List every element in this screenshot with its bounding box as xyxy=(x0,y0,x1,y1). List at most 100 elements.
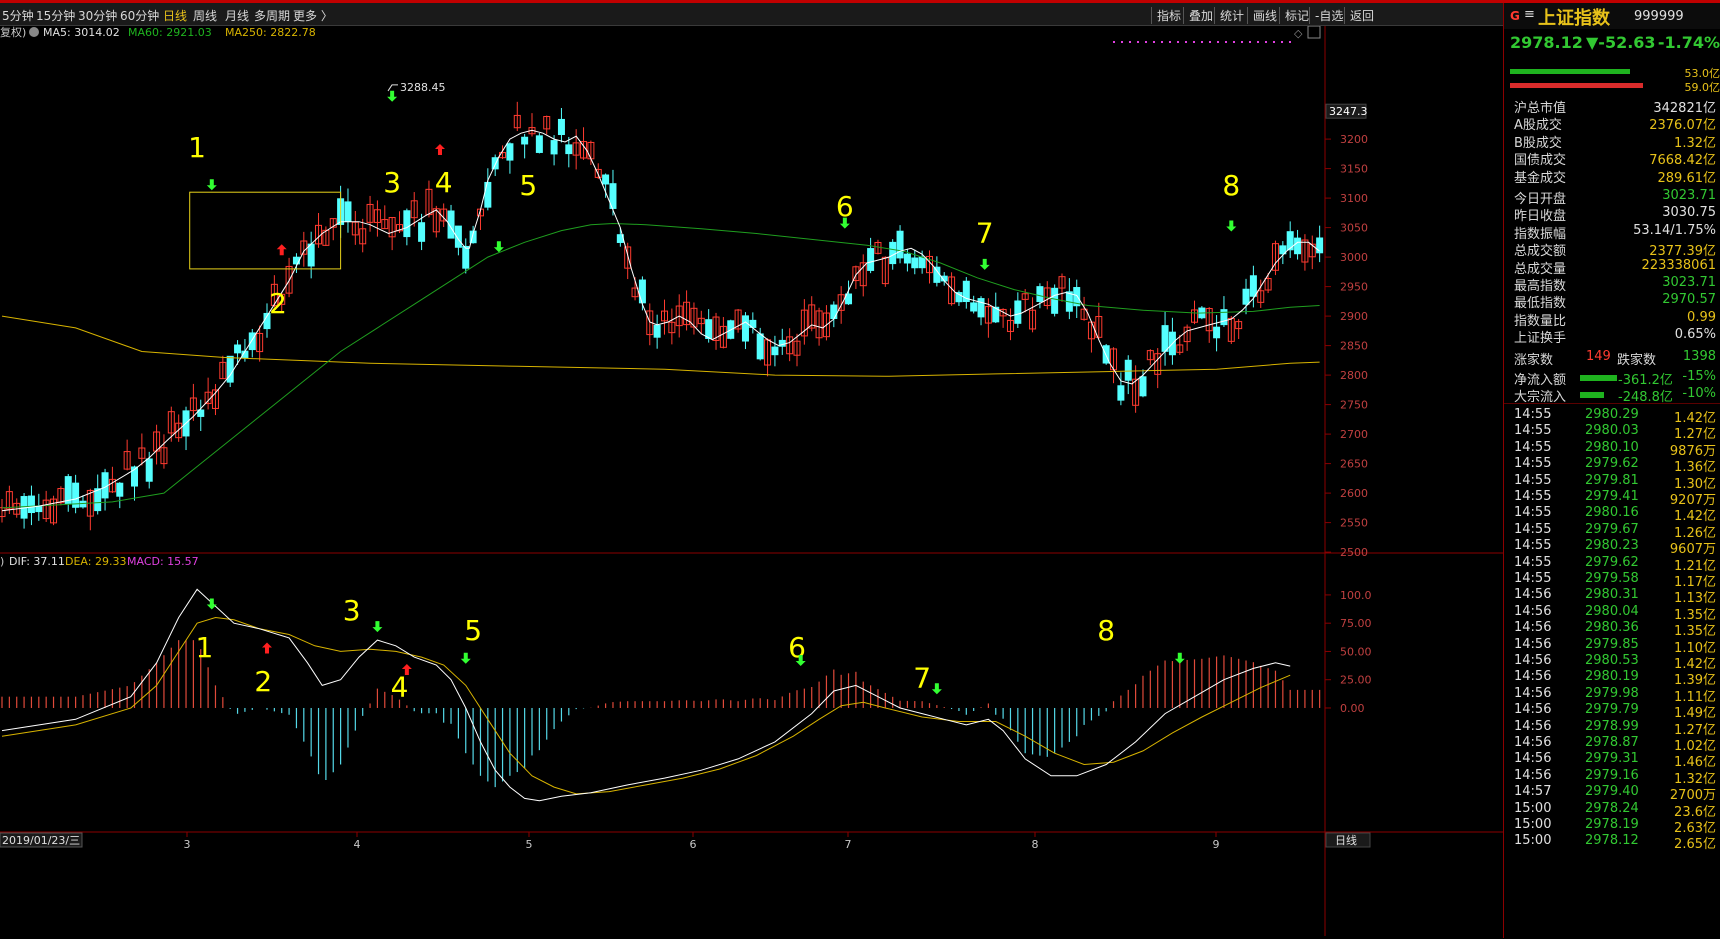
candle-body xyxy=(1250,276,1256,296)
tick-time: 14:55 xyxy=(1514,505,1551,520)
y-tick-label: 3000 xyxy=(1340,251,1368,264)
tick-time: 14:55 xyxy=(1514,555,1551,570)
period-tab-3[interactable]: 60分钟 xyxy=(120,7,159,24)
tool-button-1[interactable]: 叠加 xyxy=(1183,7,1213,24)
tick-price: 2980.04 xyxy=(1585,604,1639,619)
candle-body xyxy=(485,182,491,207)
period-tab-7[interactable]: 多周期 xyxy=(254,7,290,24)
candle-body xyxy=(742,316,748,341)
macd-y-tick-label: 0.00 xyxy=(1340,702,1365,715)
candle-body xyxy=(639,280,645,303)
dea-label: DEA: 29.33 xyxy=(65,555,126,568)
y-tick-label: 3150 xyxy=(1340,163,1368,176)
tick-price: 2980.10 xyxy=(1585,440,1639,455)
tick-price: 2979.81 xyxy=(1585,473,1639,488)
arrow-up-icon xyxy=(277,244,287,255)
x-tick-label: 6 xyxy=(690,838,697,851)
fall-value: 1398 xyxy=(1683,349,1716,364)
stat-label: 最高指数 xyxy=(1514,275,1566,294)
g-badge-icon[interactable]: G xyxy=(1510,9,1520,23)
annotation-label: 7 xyxy=(976,216,994,249)
tick-time: 14:55 xyxy=(1514,522,1551,537)
tick-price: 2980.19 xyxy=(1585,669,1639,684)
tick-price: 2980.23 xyxy=(1585,538,1639,553)
x-tick-label: 9 xyxy=(1213,838,1220,851)
candle-body xyxy=(757,334,763,359)
rise-label: 涨家数 xyxy=(1514,349,1553,368)
stat-value: 2376.07亿 xyxy=(1649,114,1716,133)
macd-y-tick-label: 50.00 xyxy=(1340,645,1372,658)
x-tick-label: 5 xyxy=(526,838,533,851)
bottom-period-tab[interactable]: 日线 xyxy=(1335,833,1357,847)
tick-price: 2979.41 xyxy=(1585,489,1639,504)
annotation-label: 4 xyxy=(435,166,453,199)
tick-time: 14:55 xyxy=(1514,489,1551,504)
period-tab-2[interactable]: 30分钟 xyxy=(78,7,117,24)
flow-row: 大宗流入-248.8亿-10% xyxy=(1510,386,1716,404)
index-code: 999999 xyxy=(1634,9,1684,24)
candle-body xyxy=(117,483,123,496)
period-tab-5[interactable]: 周线 xyxy=(193,7,217,24)
menu-icon[interactable]: ≡ xyxy=(1524,7,1535,22)
tool-button-5[interactable]: -自选 xyxy=(1309,7,1343,24)
current-price: 2978.12 xyxy=(1510,33,1583,52)
period-tab-0[interactable]: 5分钟 xyxy=(2,7,34,24)
stat-value: 342821亿 xyxy=(1653,97,1716,116)
candle-body xyxy=(522,137,528,144)
candle-body xyxy=(345,202,351,222)
diamond-icon: ◇ xyxy=(1294,27,1303,40)
tick-time: 14:55 xyxy=(1514,538,1551,553)
candle-body xyxy=(1037,287,1043,302)
tool-button-3[interactable]: 画线 xyxy=(1247,7,1277,24)
ma60-line xyxy=(2,224,1320,508)
fall-label: 跌家数 xyxy=(1617,349,1656,368)
stat-label: 总成交额 xyxy=(1514,240,1566,259)
price-change: ▼-52.63 xyxy=(1586,33,1656,52)
candle-body xyxy=(95,489,101,511)
tick-time: 14:56 xyxy=(1514,637,1551,652)
tick-price: 2978.24 xyxy=(1585,801,1639,816)
tick-price: 2979.62 xyxy=(1585,456,1639,471)
candle-body xyxy=(404,211,410,237)
x-tick-label: 3 xyxy=(184,838,191,851)
y-tick-label: 2850 xyxy=(1340,340,1368,353)
period-tab-6[interactable]: 月线 xyxy=(225,7,249,24)
tick-time: 14:56 xyxy=(1514,653,1551,668)
tool-button-6[interactable]: 返回 xyxy=(1344,7,1374,24)
y-tick-label: 2950 xyxy=(1340,281,1368,294)
ma250-label: MA250: 2822.78 xyxy=(225,26,316,39)
tool-button-4[interactable]: 标记 xyxy=(1279,7,1309,24)
tick-price: 2979.58 xyxy=(1585,571,1639,586)
tick-time: 14:55 xyxy=(1514,407,1551,422)
tool-button-0[interactable]: 指标 xyxy=(1151,7,1181,24)
candle-body xyxy=(1214,327,1220,338)
period-tab-1[interactable]: 15分钟 xyxy=(36,7,75,24)
flow-pct: -10% xyxy=(1682,386,1716,401)
candle-body xyxy=(868,249,874,271)
tick-price: 2979.79 xyxy=(1585,702,1639,717)
arrow-down-icon xyxy=(1175,653,1185,664)
ma-settings-icon xyxy=(29,27,39,37)
stat-label: 上证换手 xyxy=(1514,327,1566,346)
tool-button-2[interactable]: 统计 xyxy=(1214,7,1244,24)
candle-body xyxy=(293,257,299,264)
period-tab-8[interactable]: 更多 〉 xyxy=(293,7,333,24)
tick-time: 14:55 xyxy=(1514,571,1551,586)
rise-fall-row: 涨家数 149 跌家数 1398 xyxy=(1510,349,1716,367)
arrow-down-icon xyxy=(207,179,217,190)
y-tick-label: 2800 xyxy=(1340,369,1368,382)
tick-price: 2980.03 xyxy=(1585,423,1639,438)
period-tab-4[interactable]: 日线 xyxy=(163,7,187,24)
